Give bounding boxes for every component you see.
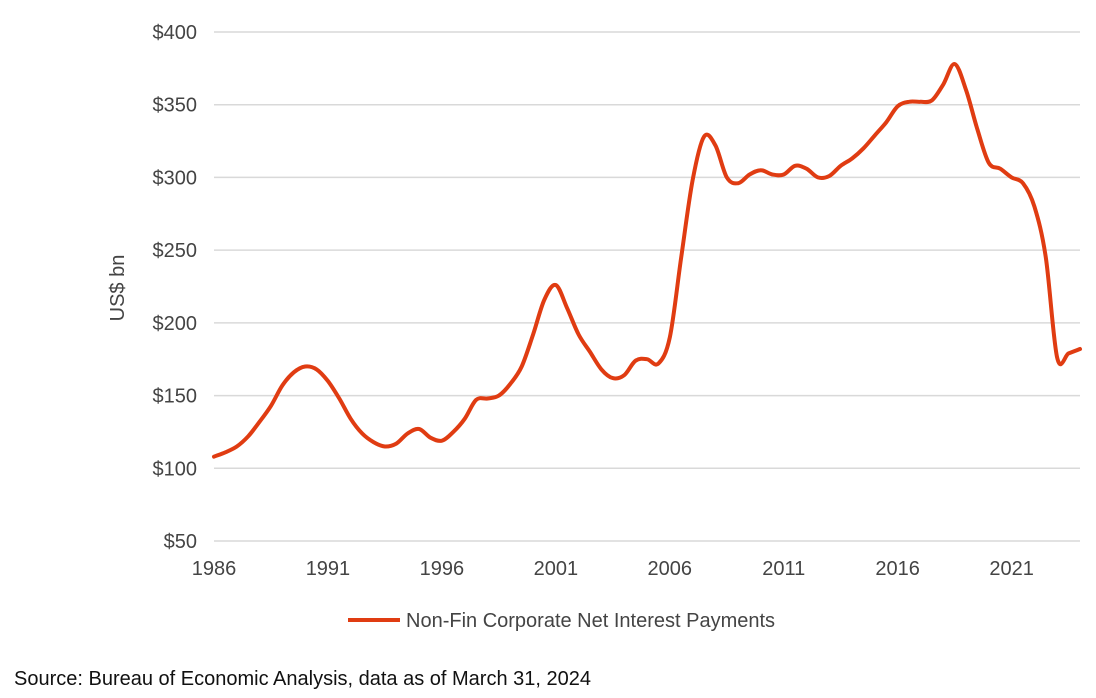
legend-label: Non-Fin Corporate Net Interest Payments [406, 610, 775, 632]
y-tick-label: $150 [153, 386, 198, 408]
x-tick-label: 2021 [989, 558, 1034, 580]
y-tick-label: $200 [153, 313, 198, 335]
x-tick-label: 1996 [420, 558, 465, 580]
x-tick-label: 1986 [192, 558, 237, 580]
x-tick-label: 1991 [306, 558, 351, 580]
y-axis-ticks: $50 $100 $150 $200 $250 $300 $350 $400 [153, 22, 198, 553]
x-tick-label: 2016 [875, 558, 920, 580]
x-tick-label: 2001 [534, 558, 579, 580]
y-tick-label: $400 [153, 22, 198, 44]
y-tick-label: $300 [153, 167, 198, 189]
x-tick-label: 2011 [762, 558, 805, 580]
y-tick-label: $100 [153, 458, 198, 480]
y-tick-label: $250 [153, 240, 198, 262]
x-axis-ticks: 1986 1991 1996 2001 2006 2011 2016 2021 [192, 558, 1034, 580]
gridlines [214, 31, 1080, 542]
y-axis-title: US$ bn [107, 255, 129, 322]
series-line [212, 62, 1082, 459]
y-tick-label: $350 [153, 95, 198, 117]
x-tick-label: 2006 [648, 558, 693, 580]
chart: $50 $100 $150 $200 $250 $300 $350 $400 1986 1991… [107, 22, 1082, 632]
legend: Non-Fin Corporate Net Interest Payments [348, 610, 775, 632]
y-tick-label: $50 [164, 531, 197, 553]
source-note: Source: Bureau of Economic Analysis, dat… [14, 668, 591, 690]
